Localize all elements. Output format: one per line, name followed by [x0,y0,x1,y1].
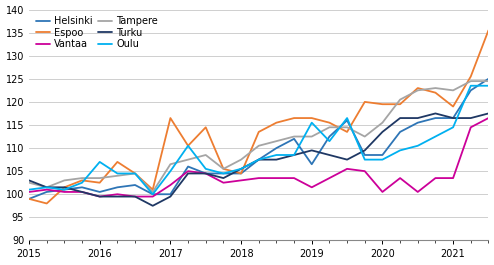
Legend: Helsinki, Espoo, Vantaa, Tampere, Turku, Oulu: Helsinki, Espoo, Vantaa, Tampere, Turku,… [34,14,160,51]
